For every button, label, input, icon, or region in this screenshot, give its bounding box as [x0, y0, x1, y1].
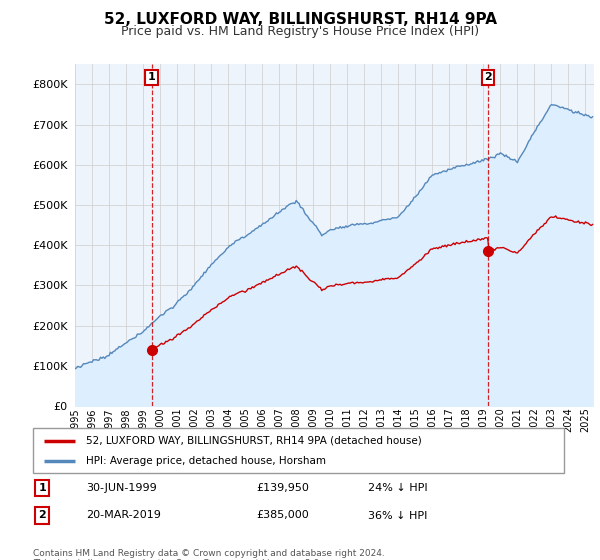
- Text: 52, LUXFORD WAY, BILLINGSHURST, RH14 9PA (detached house): 52, LUXFORD WAY, BILLINGSHURST, RH14 9PA…: [86, 436, 422, 446]
- Text: 2: 2: [38, 511, 46, 520]
- Text: £139,950: £139,950: [256, 483, 309, 493]
- Text: 36% ↓ HPI: 36% ↓ HPI: [368, 511, 427, 520]
- Text: 1: 1: [148, 72, 155, 82]
- Text: Price paid vs. HM Land Registry's House Price Index (HPI): Price paid vs. HM Land Registry's House …: [121, 25, 479, 38]
- Text: Contains HM Land Registry data © Crown copyright and database right 2024.
This d: Contains HM Land Registry data © Crown c…: [33, 549, 385, 560]
- FancyBboxPatch shape: [33, 428, 564, 473]
- Text: HPI: Average price, detached house, Horsham: HPI: Average price, detached house, Hors…: [86, 456, 326, 466]
- Text: 1: 1: [38, 483, 46, 493]
- Text: 24% ↓ HPI: 24% ↓ HPI: [368, 483, 427, 493]
- Text: 30-JUN-1999: 30-JUN-1999: [86, 483, 157, 493]
- Text: £385,000: £385,000: [256, 511, 309, 520]
- Text: 2: 2: [484, 72, 491, 82]
- Text: 52, LUXFORD WAY, BILLINGSHURST, RH14 9PA: 52, LUXFORD WAY, BILLINGSHURST, RH14 9PA: [104, 12, 497, 27]
- Text: 20-MAR-2019: 20-MAR-2019: [86, 511, 161, 520]
